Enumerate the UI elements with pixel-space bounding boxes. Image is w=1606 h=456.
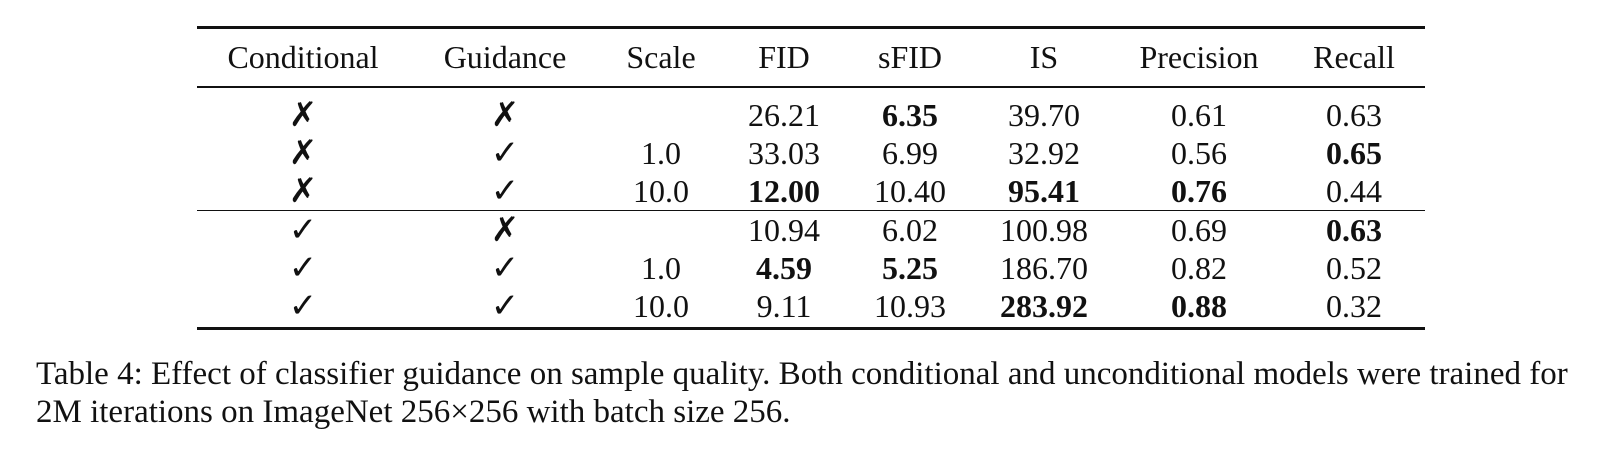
table-caption: Table 4: Effect of classifier guidance o… [36,356,1568,430]
conditional-cell: ✗ [288,170,318,211]
header-scale: Scale [626,39,696,76]
fid-cell: 9.11 [756,287,812,324]
scale-cell: 10.0 [633,172,689,209]
scale-cell: 10.0 [633,287,689,324]
fid-cell: 26.21 [748,96,820,133]
recall-cell: 0.44 [1326,172,1382,209]
is-cell: 39.70 [1008,96,1080,133]
precision-cell: 0.82 [1171,249,1227,286]
guidance-cell: ✓ [490,285,520,326]
guidance-cell: ✗ [490,209,520,250]
sfid-cell: 6.02 [882,211,938,248]
table-row: ✗ ✗ 26.21 6.35 39.70 0.61 0.63 [197,87,1425,134]
conditional-cell: ✓ [288,209,318,250]
fid-cell: 4.59 [756,249,812,286]
header-fid: FID [758,39,810,76]
sfid-cell: 6.99 [882,134,938,171]
scale-cell [601,87,721,134]
recall-cell: 0.65 [1326,134,1382,171]
sfid-cell: 10.93 [874,287,946,324]
conditional-cell: ✗ [288,132,318,173]
header-conditional: Conditional [227,39,379,76]
scale-cell: 1.0 [641,134,681,171]
header-precision: Precision [1139,39,1259,76]
guidance-cell: ✓ [490,247,520,288]
precision-cell: 0.56 [1171,134,1227,171]
guidance-cell: ✓ [490,132,520,173]
recall-cell: 0.32 [1326,287,1382,324]
sfid-cell: 10.40 [874,172,946,209]
scale-cell: 1.0 [641,249,681,286]
is-cell: 32.92 [1008,134,1080,171]
table-group-conditional: ✓ ✗ 10.94 6.02 100.98 0.69 0.63 ✓ ✓ 1.0 … [197,210,1425,328]
fid-cell: 33.03 [748,134,820,171]
precision-cell: 0.76 [1171,172,1227,209]
sfid-cell: 6.35 [882,96,938,133]
results-table-container: Conditional Guidance Scale FID sFID IS P… [197,26,1425,330]
is-cell: 283.92 [1000,287,1088,324]
is-cell: 100.98 [1000,211,1088,248]
table-row: ✓ ✓ 10.0 9.11 10.93 283.92 0.88 0.32 [197,287,1425,329]
recall-cell: 0.63 [1326,211,1382,248]
results-table: Conditional Guidance Scale FID sFID IS P… [197,26,1425,330]
sfid-cell: 5.25 [882,249,938,286]
table-row: ✗ ✓ 1.0 33.03 6.99 32.92 0.56 0.65 [197,134,1425,172]
fid-cell: 12.00 [748,172,820,209]
precision-cell: 0.69 [1171,211,1227,248]
table-group-unconditional: ✗ ✗ 26.21 6.35 39.70 0.61 0.63 ✗ ✓ 1.0 3… [197,87,1425,211]
guidance-cell: ✗ [490,94,520,135]
conditional-cell: ✓ [288,285,318,326]
is-cell: 186.70 [1000,249,1088,286]
conditional-cell: ✗ [288,94,318,135]
fid-cell: 10.94 [748,211,820,248]
conditional-cell: ✓ [288,247,318,288]
recall-cell: 0.63 [1326,96,1382,133]
precision-cell: 0.88 [1171,287,1227,324]
recall-cell: 0.52 [1326,249,1382,286]
scale-cell [601,210,721,249]
guidance-cell: ✓ [490,170,520,211]
table-row: ✓ ✓ 1.0 4.59 5.25 186.70 0.82 0.52 [197,249,1425,287]
table-row: ✓ ✗ 10.94 6.02 100.98 0.69 0.63 [197,210,1425,249]
header-sfid: sFID [877,39,942,76]
header-is: IS [1029,39,1059,76]
header-recall: Recall [1313,39,1395,76]
header-row: Conditional Guidance Scale FID sFID IS P… [197,28,1425,87]
precision-cell: 0.61 [1171,96,1227,133]
is-cell: 95.41 [1008,172,1080,209]
table-header: Conditional Guidance Scale FID sFID IS P… [197,27,1425,87]
header-guidance: Guidance [443,39,567,76]
table-row: ✗ ✓ 10.0 12.00 10.40 95.41 0.76 0.44 [197,172,1425,211]
